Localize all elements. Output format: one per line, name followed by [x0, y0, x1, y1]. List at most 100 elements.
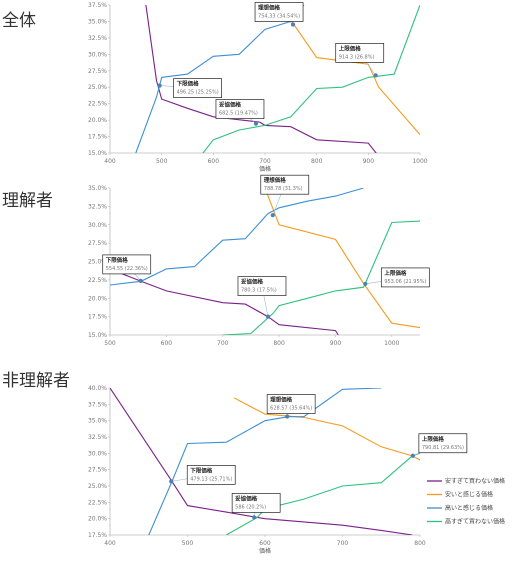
series-line-3 — [202, 5, 420, 153]
annotation-title: 下限価格 — [106, 256, 129, 264]
annotation-box — [215, 99, 265, 119]
y-tick-label: 25.0% — [88, 84, 107, 91]
annotation-box — [380, 267, 430, 288]
x-tick-label: 800 — [414, 540, 426, 547]
chart-panel-2: 17.5% 20.0% 22.5% 25.0% 27.5% 30.0% 32.5% 35.0%… — [88, 385, 468, 555]
y-tick-label: 27.5% — [88, 240, 107, 247]
annotation-box — [231, 493, 281, 513]
annotation-value: 788.78 (31.3%) — [264, 186, 303, 192]
intersection-marker — [290, 22, 296, 27]
intersection-marker — [373, 73, 378, 78]
y-tick-label: 17.5% — [88, 532, 107, 539]
intersection-marker — [363, 281, 368, 287]
legend-label-0: 安すぎて買わない価格 — [445, 477, 505, 485]
chart-panel-0: 15.0% 17.5% 20.0% 22.5% 25.0% 27.5% 30.0% 32.5%… — [88, 2, 428, 173]
series-line-0 — [110, 268, 339, 335]
x-axis-label: 価格 — [259, 547, 271, 555]
x-tick-label: 700 — [217, 340, 229, 347]
annotation-box — [254, 2, 304, 22]
y-tick-label: 22.5% — [88, 101, 107, 108]
series-line-3 — [222, 220, 420, 335]
x-tick-label: 500 — [182, 540, 194, 547]
x-tick-label: 400 — [104, 158, 116, 165]
y-tick-label: 35.0% — [88, 418, 107, 425]
intersection-marker — [285, 414, 290, 419]
x-tick-label: 800 — [311, 158, 323, 165]
x-tick-label: 500 — [156, 158, 168, 165]
chart-panel-1: 15.0% 17.5% 20.0% 22.5% 25.0% 27.5% 30.0% 32.5%… — [88, 174, 430, 347]
annotation-title: 上限価格 — [422, 435, 445, 443]
annotation-title: 下限価格 — [177, 80, 200, 88]
y-tick-label: 20.0% — [88, 295, 107, 302]
series-line-1 — [264, 188, 420, 329]
intersection-marker — [252, 515, 257, 520]
panel-label-overall: 全体 — [2, 11, 36, 31]
annotation-box — [173, 78, 222, 98]
annotation-title: 理想価格 — [270, 395, 293, 403]
legend-label-3: 高すぎて買わない価格 — [445, 518, 505, 526]
series-group — [135, 5, 420, 153]
intersection-marker — [157, 83, 162, 88]
y-tick-label: 17.5% — [88, 134, 107, 141]
annotation-value: 496.25 (25.25%) — [177, 90, 219, 96]
y-tick-label: 25.0% — [88, 483, 107, 490]
x-tick-label: 800 — [273, 340, 285, 347]
annotation-value: 628.57 (35.64%) — [270, 405, 312, 411]
annotation-title: 上限価格 — [339, 44, 362, 52]
x-tick-label: 1000 — [412, 158, 427, 165]
annotation-title: 下限価格 — [190, 466, 213, 474]
annotation-box — [335, 43, 385, 63]
series-line-2 — [110, 188, 364, 286]
annotation-title: 妥協価格 — [219, 101, 242, 109]
annotation-title: 妥協価格 — [235, 494, 258, 502]
annotation-box — [418, 433, 468, 454]
x-tick-label: 400 — [104, 540, 116, 547]
annotation-value: 754.33 (34.54%) — [258, 13, 300, 19]
y-tick-label: 15.0% — [88, 332, 107, 339]
y-tick-label: 30.0% — [88, 222, 107, 229]
y-tick-label: 22.5% — [88, 277, 107, 284]
x-tick-label: 600 — [161, 340, 173, 347]
y-tick-label: 37.5% — [88, 2, 107, 9]
y-tick-label: 32.5% — [88, 203, 107, 210]
panel-label-non-understanders: 非理解者 — [2, 371, 70, 391]
panel-label-understanders: 理解者 — [2, 191, 53, 211]
x-tick-label: 700 — [337, 540, 349, 547]
annotation-value: 780.3 (17.5%) — [241, 288, 277, 294]
annotation-box — [186, 465, 236, 485]
annotation-title: 上限価格 — [384, 269, 407, 277]
series-group — [110, 188, 420, 335]
y-tick-label: 32.5% — [88, 434, 107, 441]
annotation-box — [237, 276, 287, 296]
series-line-1 — [233, 397, 420, 461]
y-tick-label: 40.0% — [88, 385, 107, 392]
y-tick-label: 25.0% — [88, 259, 107, 266]
x-tick-label: 600 — [259, 540, 271, 547]
intersection-marker — [270, 213, 275, 218]
intersection-marker — [253, 121, 259, 126]
intersection-marker — [410, 453, 415, 458]
x-tick-label: 700 — [259, 158, 271, 165]
y-tick-label: 17.5% — [88, 314, 107, 321]
x-axis-label: 価格 — [259, 165, 271, 173]
annotation-title: 理想価格 — [258, 3, 281, 11]
y-tick-label: 15.0% — [88, 150, 107, 157]
annotation-box — [102, 254, 152, 275]
intersection-marker — [138, 278, 143, 284]
y-tick-label: 35.0% — [88, 185, 107, 192]
x-tick-label: 900 — [363, 158, 375, 165]
y-tick-label: 27.5% — [88, 68, 107, 75]
x-tick-label: 600 — [208, 158, 220, 165]
y-tick-label: 30.0% — [88, 51, 107, 58]
annotation-title: 理想価格 — [264, 176, 287, 184]
y-tick-label: 22.5% — [88, 499, 107, 506]
y-tick-label: 20.0% — [88, 117, 107, 124]
y-tick-label: 32.5% — [88, 35, 107, 42]
series-line-2 — [135, 5, 305, 153]
annotation-value: 953.06 (21.95%) — [384, 279, 426, 285]
annotation-value: 479.13 (25.71%) — [190, 476, 232, 482]
y-tick-label: 20.0% — [88, 516, 107, 523]
y-tick-label: 27.5% — [88, 467, 107, 474]
